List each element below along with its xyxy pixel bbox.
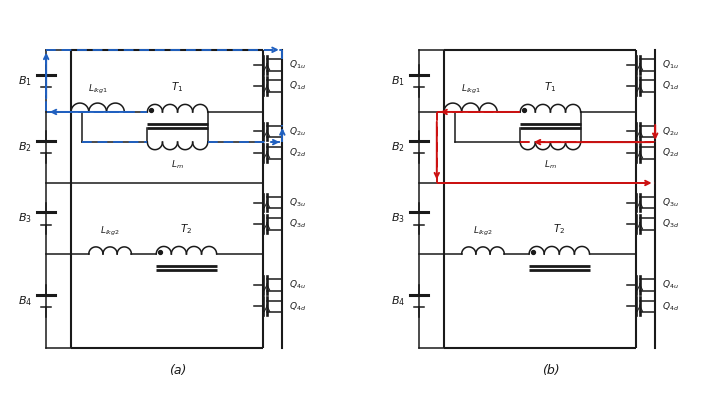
Text: $L_{lkg2}$: $L_{lkg2}$ — [473, 225, 493, 238]
Text: $B_4$: $B_4$ — [17, 294, 32, 308]
Text: $L_{lkg1}$: $L_{lkg1}$ — [87, 83, 108, 96]
Text: $Q_{2u}$: $Q_{2u}$ — [662, 125, 679, 138]
Text: $L_m$: $L_m$ — [544, 158, 557, 171]
Text: $T_1$: $T_1$ — [545, 80, 557, 94]
Text: $T_1$: $T_1$ — [171, 80, 183, 94]
Text: $Q_{2d}$: $Q_{2d}$ — [662, 147, 679, 159]
Text: $Q_{3u}$: $Q_{3u}$ — [290, 196, 306, 209]
Text: $Q_{4d}$: $Q_{4d}$ — [662, 300, 679, 313]
Text: $Q_{4u}$: $Q_{4u}$ — [290, 279, 306, 291]
Text: $B_2$: $B_2$ — [18, 141, 32, 154]
Text: $T_2$: $T_2$ — [553, 222, 566, 236]
Text: $Q_{2u}$: $Q_{2u}$ — [290, 125, 306, 138]
Text: $Q_{3d}$: $Q_{3d}$ — [290, 217, 306, 230]
Text: (a): (a) — [169, 364, 186, 377]
Text: $T_2$: $T_2$ — [181, 222, 192, 236]
Text: $L_{lkg1}$: $L_{lkg1}$ — [461, 83, 480, 96]
Text: $Q_{1d}$: $Q_{1d}$ — [290, 80, 306, 92]
Text: $B_4$: $B_4$ — [391, 294, 405, 308]
Text: $B_1$: $B_1$ — [18, 74, 32, 88]
Text: $Q_{3d}$: $Q_{3d}$ — [662, 217, 679, 230]
Text: $L_m$: $L_m$ — [171, 158, 184, 171]
Text: $Q_{4u}$: $Q_{4u}$ — [662, 279, 679, 291]
Text: $Q_{1u}$: $Q_{1u}$ — [290, 59, 306, 71]
Text: $Q_{3u}$: $Q_{3u}$ — [662, 196, 679, 209]
Text: $Q_{2d}$: $Q_{2d}$ — [290, 147, 306, 159]
Text: (b): (b) — [542, 364, 559, 377]
Text: $Q_{1u}$: $Q_{1u}$ — [662, 59, 679, 71]
Text: $B_3$: $B_3$ — [391, 211, 405, 225]
Text: $B_3$: $B_3$ — [18, 211, 32, 225]
Text: $Q_{4d}$: $Q_{4d}$ — [290, 300, 306, 313]
Text: $L_{lkg2}$: $L_{lkg2}$ — [100, 225, 120, 238]
Text: $B_2$: $B_2$ — [391, 141, 405, 154]
Text: $Q_{1d}$: $Q_{1d}$ — [662, 80, 679, 92]
Text: $B_1$: $B_1$ — [391, 74, 405, 88]
